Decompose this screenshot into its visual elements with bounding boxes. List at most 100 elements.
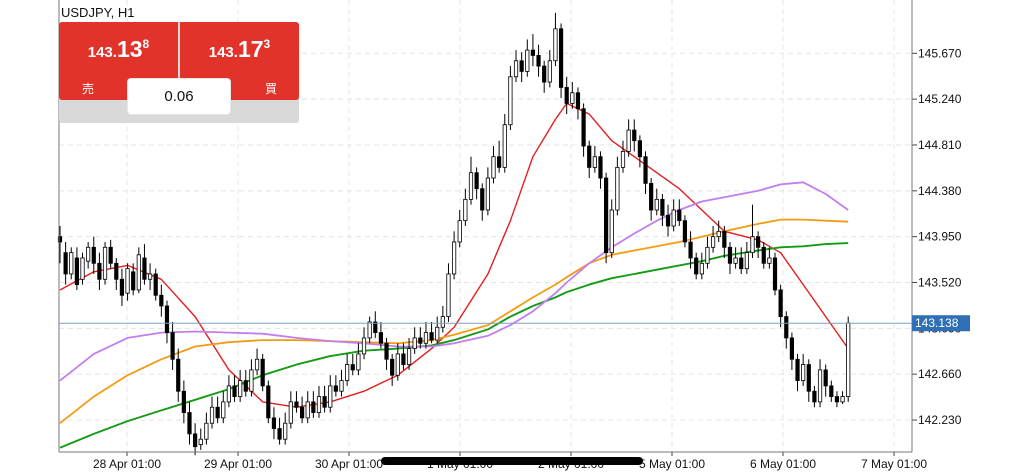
candle [97,252,102,290]
candle [772,252,778,296]
candle-body [170,332,175,360]
candle-body [176,358,181,392]
candle-body [80,257,85,280]
candle [429,321,434,344]
buy-price: 143.173 [208,36,271,62]
candle-body [536,55,541,67]
candle-body [102,246,108,280]
candle-body [373,321,378,334]
candle [164,300,170,344]
candle [558,23,564,99]
candle-body [756,236,761,248]
candle-body [778,289,783,318]
candle [147,263,153,290]
candle-body [829,385,834,397]
candle [665,204,671,237]
candle-body [812,390,817,403]
moving-average-orange [59,218,849,424]
candle-body [119,278,125,296]
candle-body [609,209,614,254]
candle-body [564,87,569,104]
x-tick-label: 29 Apr 01:00 [204,457,272,471]
candle-body [497,156,502,168]
candle [513,50,519,83]
candle-body [350,364,355,371]
candle-body [238,380,243,397]
candle-body [271,417,277,429]
candle [654,188,659,216]
candle [153,268,158,301]
buy-label: 買 [264,82,277,96]
candle-body [91,246,96,264]
candle [356,343,361,376]
candle-body [846,322,851,397]
candle-body [727,246,733,264]
candle-body [193,433,198,448]
candle [378,321,384,349]
candle-body [153,273,158,296]
y-tick-label: 145.240 [918,92,962,106]
candle-body [339,380,344,392]
candle-body [243,380,248,392]
candle [649,178,654,221]
candle-body [615,166,620,211]
candle-body [705,246,710,264]
candle [575,87,581,120]
x-tick-label: 7 May 01:00 [861,457,927,471]
candle [846,316,851,402]
candle [671,199,676,232]
candle-body [187,412,192,435]
candle [406,337,412,370]
candle-body [547,60,552,83]
y-tick-label: 143.520 [918,276,962,290]
candle [198,428,203,450]
candle-body [164,305,170,334]
candle-body [198,438,203,445]
candle [508,66,513,131]
candle [502,114,507,173]
candle-body [345,364,350,381]
candle [480,183,485,221]
candle [209,396,215,429]
candle [795,353,800,392]
candle-body [733,257,738,264]
sell-button[interactable]: 143.138 売 [59,22,178,100]
candle [401,343,406,370]
candle [328,375,333,413]
candle [266,380,271,424]
candle-body [395,353,400,376]
candle-body [744,252,749,270]
candle [451,231,457,280]
candle-body [384,342,389,360]
y-tick-label: 144.380 [918,184,962,198]
candle [221,391,226,424]
candle [131,263,136,296]
candle [91,236,96,274]
candle [395,343,400,381]
candle [570,82,575,109]
candle [801,353,806,386]
candle [299,396,305,424]
candle-body [226,385,231,403]
candle [316,385,322,418]
candle [767,247,772,269]
candle [789,332,795,370]
candle-body [817,369,823,403]
candle-body [361,337,367,355]
candle-body [74,257,79,286]
candle-body [677,209,682,222]
candle [142,244,147,285]
candle [238,369,243,402]
candle [530,34,536,67]
candle-body [412,337,417,349]
candle-body [294,401,299,408]
candle-body [570,92,575,104]
chart-scrollbar[interactable] [381,457,643,465]
candle-body [108,246,113,264]
candle [423,321,429,349]
candle [125,263,130,301]
chart-axes: 145.670 145.240 144.810 144.380 143.950 143.5… [58,0,970,471]
candle [418,327,423,349]
candle-body [519,60,524,72]
